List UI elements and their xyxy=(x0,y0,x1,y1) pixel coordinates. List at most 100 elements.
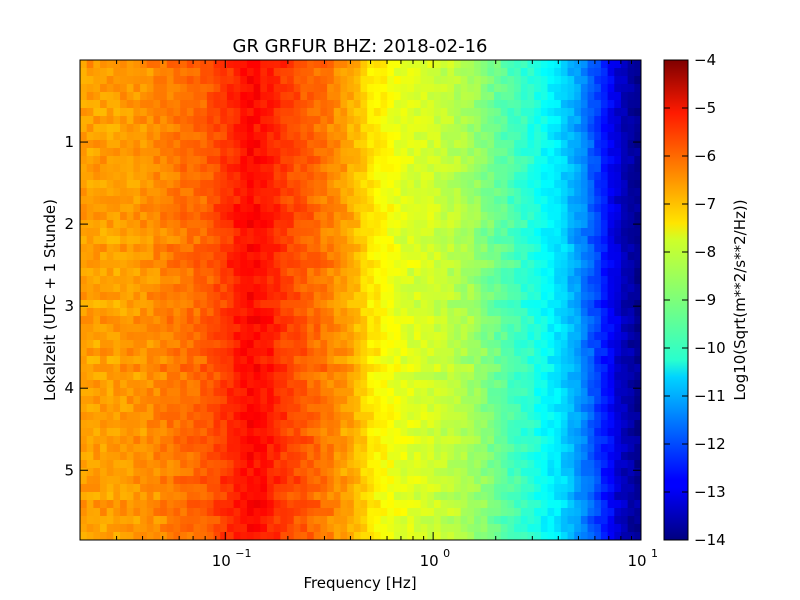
heatmap-cell xyxy=(353,84,362,93)
heatmap-cell xyxy=(193,484,201,493)
heatmap-cell xyxy=(594,404,602,413)
heatmap-cell xyxy=(133,484,141,493)
heatmap-cell xyxy=(367,508,375,517)
heatmap-cell xyxy=(587,452,595,461)
heatmap-cell xyxy=(293,492,301,501)
heatmap-cell xyxy=(500,100,509,109)
heatmap-cell xyxy=(93,172,101,181)
heatmap-cell xyxy=(373,204,382,213)
heatmap-cell xyxy=(133,332,141,341)
heatmap-cell xyxy=(233,276,241,285)
heatmap-cell xyxy=(627,524,635,533)
heatmap-cell xyxy=(607,484,615,493)
heatmap-cell xyxy=(614,228,622,237)
heatmap-cell xyxy=(387,468,395,477)
heatmap-cell xyxy=(200,212,208,221)
heatmap-cell xyxy=(226,340,235,349)
heatmap-cell xyxy=(320,196,328,205)
heatmap-cell xyxy=(213,212,221,221)
heatmap-cell xyxy=(367,252,375,261)
heatmap-cell xyxy=(620,108,629,117)
heatmap-cell xyxy=(106,508,114,517)
heatmap-cell xyxy=(480,348,488,357)
heatmap-cell xyxy=(240,92,248,101)
heatmap-cell xyxy=(160,284,168,293)
heatmap-cell xyxy=(146,164,155,173)
heatmap-cell xyxy=(607,148,615,157)
heatmap-cell xyxy=(140,444,148,453)
heatmap-cell xyxy=(140,516,148,525)
heatmap-cell xyxy=(180,316,188,325)
heatmap-cell xyxy=(280,452,288,461)
heatmap-cell xyxy=(447,436,455,445)
heatmap-cell xyxy=(567,340,575,349)
heatmap-cell xyxy=(233,148,241,157)
heatmap-cell xyxy=(367,396,375,405)
heatmap-cell xyxy=(106,444,114,453)
heatmap-cell xyxy=(420,476,428,485)
heatmap-cell xyxy=(427,84,435,93)
heatmap-cell xyxy=(540,84,549,93)
heatmap-cell xyxy=(226,324,235,333)
heatmap-cell xyxy=(634,436,641,445)
heatmap-cell xyxy=(293,444,301,453)
heatmap-cell xyxy=(253,76,261,85)
heatmap-cell xyxy=(567,300,575,309)
heatmap-cell xyxy=(273,476,281,485)
heatmap-cell xyxy=(480,420,488,429)
heatmap-cell xyxy=(293,340,301,349)
heatmap-cell xyxy=(413,492,422,501)
heatmap-cell xyxy=(567,220,575,229)
heatmap-cell xyxy=(260,164,268,173)
heatmap-cell xyxy=(220,228,228,237)
heatmap-cell xyxy=(514,404,522,413)
heatmap-cell xyxy=(140,260,148,269)
heatmap-cell xyxy=(540,476,549,485)
heatmap-cell xyxy=(120,284,128,293)
heatmap-cell xyxy=(267,148,275,157)
heatmap-cell xyxy=(200,148,208,157)
heatmap-cell xyxy=(393,236,402,245)
heatmap-cell xyxy=(380,76,388,85)
heatmap-cell xyxy=(534,148,542,157)
heatmap-cell xyxy=(313,460,322,469)
heatmap-cell xyxy=(86,500,94,509)
heatmap-cell xyxy=(280,60,288,69)
heatmap-cell xyxy=(607,212,615,221)
heatmap-cell xyxy=(460,268,468,277)
heatmap-cell xyxy=(627,196,635,205)
heatmap-cell xyxy=(93,468,101,477)
heatmap-cell xyxy=(180,260,188,269)
heatmap-cell xyxy=(253,380,261,389)
heatmap-cell xyxy=(520,116,529,125)
heatmap-cell xyxy=(400,100,408,109)
heatmap-cell xyxy=(153,388,161,397)
heatmap-cell xyxy=(420,124,428,133)
heatmap-cell xyxy=(267,76,275,85)
heatmap-cell xyxy=(507,508,515,517)
heatmap-cell xyxy=(80,76,88,85)
heatmap-cell xyxy=(393,372,402,381)
heatmap-cell xyxy=(180,124,188,133)
heatmap-cell xyxy=(494,220,502,229)
heatmap-cell xyxy=(634,76,641,85)
heatmap-cell xyxy=(554,468,562,477)
heatmap-cell xyxy=(400,508,408,517)
heatmap-cell xyxy=(420,508,428,517)
heatmap-cell xyxy=(126,212,135,221)
heatmap-cell xyxy=(173,132,181,141)
heatmap-cell xyxy=(273,60,281,69)
heatmap-cell xyxy=(580,68,589,77)
heatmap-cell xyxy=(340,140,348,149)
heatmap-cell xyxy=(293,220,301,229)
heatmap-cell xyxy=(467,364,475,373)
heatmap-cell xyxy=(246,268,255,277)
heatmap-cell xyxy=(380,100,388,109)
heatmap-cell xyxy=(494,524,502,533)
heatmap-cell xyxy=(440,92,448,101)
heatmap-cell xyxy=(387,420,395,429)
heatmap-cell xyxy=(373,468,382,477)
heatmap-cell xyxy=(500,332,509,341)
heatmap-cell xyxy=(307,444,315,453)
heatmap-cell xyxy=(200,172,208,181)
